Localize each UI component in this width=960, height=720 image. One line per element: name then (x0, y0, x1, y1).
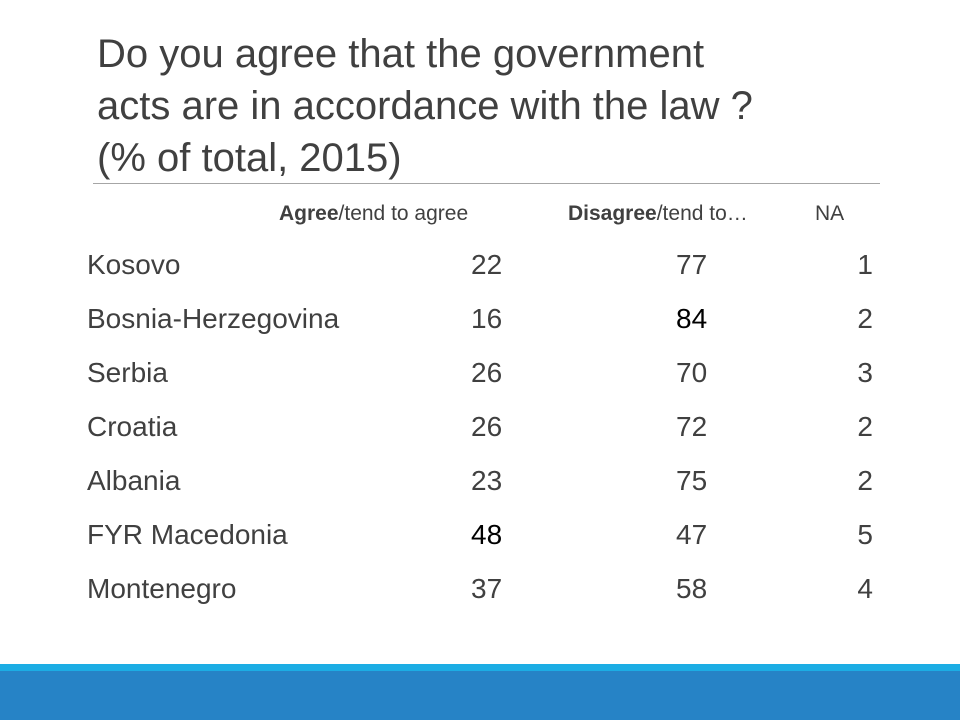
header-na: NA (815, 202, 845, 225)
header-agree: Agree/tend to agree (279, 200, 468, 228)
table-row: Croatia 26 72 2 (0, 409, 960, 463)
title-line-1: Do you agree that the government (97, 32, 705, 76)
disagree-cell: 72 (676, 411, 708, 442)
na-cell: 3 (857, 357, 873, 388)
slide-title: Do you agree that the government acts ar… (97, 28, 897, 184)
header-agree-bold: Agree (279, 202, 339, 225)
disagree-cell: 84 (676, 303, 708, 334)
disagree-cell: 47 (676, 519, 708, 550)
header-disagree-rest: /tend to… (656, 202, 748, 225)
na-cell: 4 (857, 573, 873, 604)
table-row: Montenegro 37 58 4 (0, 571, 960, 625)
title-line-2: acts are in accordance with the law ? (97, 84, 753, 128)
country-cell: FYR Macedonia (87, 519, 288, 550)
table-row: Serbia 26 70 3 (0, 355, 960, 409)
footer-band-dark (0, 671, 960, 720)
table-row: Bosnia-Herzegovina 16 84 2 (0, 301, 960, 355)
agree-cell: 16 (471, 303, 503, 334)
agree-cell: 22 (471, 249, 503, 280)
header-disagree: Disagree/tend to… (568, 200, 748, 228)
agree-cell: 23 (471, 465, 503, 496)
table-row: Albania 23 75 2 (0, 463, 960, 517)
header-disagree-bold: Disagree (568, 202, 657, 225)
data-table: Agree/tend to agree Disagree/tend to… NA… (0, 200, 960, 625)
table-row: FYR Macedonia 48 47 5 (0, 517, 960, 571)
agree-cell: 48 (471, 519, 503, 550)
agree-cell: 37 (471, 573, 503, 604)
disagree-cell: 70 (676, 357, 708, 388)
country-cell: Serbia (87, 357, 168, 388)
country-cell: Croatia (87, 411, 178, 442)
country-cell: Kosovo (87, 249, 181, 280)
na-cell: 5 (857, 519, 873, 550)
footer-band-light (0, 664, 960, 671)
na-cell: 2 (857, 303, 873, 334)
country-cell: Bosnia-Herzegovina (87, 303, 340, 334)
table-row: Kosovo 22 77 1 (0, 247, 960, 301)
disagree-cell: 77 (676, 249, 708, 280)
header-agree-rest: /tend to agree (338, 202, 469, 225)
country-cell: Albania (87, 465, 181, 496)
title-divider (93, 183, 880, 184)
na-cell: 2 (857, 411, 873, 442)
agree-cell: 26 (471, 357, 503, 388)
agree-cell: 26 (471, 411, 503, 442)
disagree-cell: 58 (676, 573, 708, 604)
na-cell: 2 (857, 465, 873, 496)
na-cell: 1 (857, 249, 873, 280)
country-cell: Montenegro (87, 573, 237, 604)
title-line-3: (% of total, 2015) (97, 136, 402, 180)
disagree-cell: 75 (676, 465, 708, 496)
